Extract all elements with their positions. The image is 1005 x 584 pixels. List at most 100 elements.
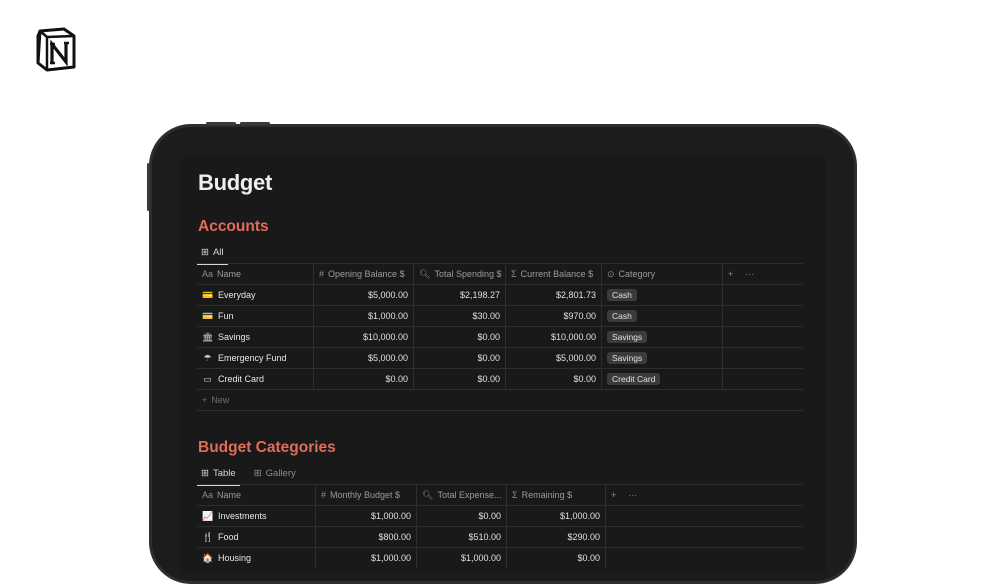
category-cell[interactable]: Cash	[602, 306, 723, 326]
monthly-budget-cell[interactable]: $1,000.00	[316, 548, 417, 568]
empty-cell	[723, 348, 803, 368]
total-spending-cell[interactable]: $0.00	[414, 369, 506, 389]
new-row-button[interactable]: + New	[197, 389, 803, 411]
more-icon[interactable]: ···	[745, 269, 755, 279]
plus-icon: +	[202, 395, 208, 405]
table-row[interactable]: 🍴 Food $800.00 $510.00 $290.00	[197, 526, 803, 547]
search-icon: 🔍︎	[419, 268, 431, 279]
category-icon: 🍴	[202, 531, 214, 542]
column-header-category[interactable]: ⊙ Category	[602, 264, 723, 284]
category-tag: Credit Card	[607, 373, 661, 385]
column-header-name[interactable]: Aa Name	[197, 485, 316, 505]
column-header-total-spending[interactable]: 🔍︎ Total Spending $	[414, 264, 506, 284]
opening-balance-cell[interactable]: $10,000.00	[314, 327, 414, 347]
current-balance-cell[interactable]: $10,000.00	[506, 327, 602, 347]
category-icon: 📈	[202, 510, 214, 521]
table-header: Aa Name # Opening Balance $ 🔍︎ Total Spendi…	[197, 263, 803, 284]
remaining-cell[interactable]: $1,000.00	[507, 506, 606, 526]
status-icon: ⊙	[607, 268, 615, 279]
column-header-remaining[interactable]: Σ Remaining $	[507, 485, 606, 505]
category-tag: Savings	[607, 352, 648, 364]
table-row[interactable]: ☂ Emergency Fund $5,000.00 $0.00 $5,000.00 Sa…	[197, 347, 803, 368]
category-tag: Cash	[607, 289, 637, 301]
accounts-table: Aa Name # Opening Balance $ 🔍︎ Total Spendi…	[197, 263, 803, 411]
progress-cell	[606, 548, 803, 568]
category-cell[interactable]: Savings	[602, 348, 723, 368]
gallery-icon: ⊞	[253, 467, 262, 479]
total-expense-cell[interactable]: $1,000.00	[417, 548, 507, 568]
more-icon[interactable]: ···	[628, 490, 638, 500]
table-row[interactable]: ▭ Credit Card $0.00 $0.00 $0.00 Credit Card	[197, 368, 803, 389]
opening-balance-cell[interactable]: $5,000.00	[314, 348, 414, 368]
add-property-icon[interactable]: +	[728, 269, 734, 279]
row-name[interactable]: 🏛 Savings	[197, 327, 314, 347]
table-header: Aa Name # Monthly Budget $ 🔍︎ Total Expense…	[197, 484, 803, 505]
empty-cell	[723, 306, 803, 326]
opening-balance-cell[interactable]: $0.00	[314, 369, 414, 389]
row-name[interactable]: ▭ Credit Card	[197, 369, 314, 389]
row-name[interactable]: 🍴 Food	[197, 527, 316, 547]
total-spending-cell[interactable]: $0.00	[414, 348, 506, 368]
tab-table[interactable]: ⊞ Table	[197, 463, 240, 486]
budget-categories-rows: 📈 Investments $1,000.00 $0.00 $1,000.00 🍴 Food…	[197, 505, 803, 568]
account-icon: 💳	[202, 289, 214, 300]
column-header-total-expense[interactable]: 🔍︎ Total Expense...	[417, 485, 507, 505]
tablet-button	[206, 122, 236, 125]
category-cell[interactable]: Credit Card	[602, 369, 723, 389]
current-balance-cell[interactable]: $2,801.73	[506, 285, 602, 305]
row-name[interactable]: 💳 Fun	[197, 306, 314, 326]
column-header-current-balance[interactable]: Σ Current Balance $	[506, 264, 602, 284]
column-header-name[interactable]: Aa Name	[197, 264, 314, 284]
empty-cell	[723, 327, 803, 347]
table-row[interactable]: 🏠 Housing $1,000.00 $1,000.00 $0.00	[197, 547, 803, 568]
progress-cell	[606, 506, 803, 526]
account-icon: 💳	[202, 310, 214, 321]
tablet-button	[147, 163, 150, 211]
budget-categories-table: Aa Name # Monthly Budget $ 🔍︎ Total Expense…	[197, 484, 803, 568]
category-cell[interactable]: Savings	[602, 327, 723, 347]
table-row[interactable]: 📈 Investments $1,000.00 $0.00 $1,000.00	[197, 505, 803, 526]
row-name[interactable]: ☂ Emergency Fund	[197, 348, 314, 368]
accounts-title[interactable]: Accounts	[198, 218, 269, 235]
opening-balance-cell[interactable]: $1,000.00	[314, 306, 414, 326]
total-expense-cell[interactable]: $510.00	[417, 527, 507, 547]
current-balance-cell[interactable]: $970.00	[506, 306, 602, 326]
monthly-budget-cell[interactable]: $1,000.00	[316, 506, 417, 526]
account-icon: ▭	[203, 373, 212, 384]
tab-all[interactable]: ⊞ All	[197, 242, 228, 265]
add-property-icon[interactable]: +	[611, 490, 617, 500]
table-row[interactable]: 💳 Fun $1,000.00 $30.00 $970.00 Cash	[197, 305, 803, 326]
row-name[interactable]: 🏠 Housing	[197, 548, 316, 568]
column-actions: + ···	[723, 264, 803, 284]
account-icon: ☂	[203, 352, 212, 363]
search-icon: 🔍︎	[422, 489, 434, 500]
accounts-rows: 💳 Everyday $5,000.00 $2,198.27 $2,801.73 Cash…	[197, 284, 803, 389]
current-balance-cell[interactable]: $0.00	[506, 369, 602, 389]
total-spending-cell[interactable]: $30.00	[414, 306, 506, 326]
empty-cell	[723, 285, 803, 305]
monthly-budget-cell[interactable]: $800.00	[316, 527, 417, 547]
table-row[interactable]: 🏛 Savings $10,000.00 $0.00 $10,000.00 Savings	[197, 326, 803, 347]
row-name[interactable]: 📈 Investments	[197, 506, 316, 526]
notion-logo-icon	[36, 27, 76, 72]
current-balance-cell[interactable]: $5,000.00	[506, 348, 602, 368]
category-cell[interactable]: Cash	[602, 285, 723, 305]
notion-page: Budget Accounts ⊞ All Aa Name # Opening Ba…	[181, 154, 826, 574]
table-icon: ⊞	[201, 467, 209, 479]
total-expense-cell[interactable]: $0.00	[417, 506, 507, 526]
tab-gallery[interactable]: ⊞ Gallery	[253, 467, 296, 479]
opening-balance-cell[interactable]: $5,000.00	[314, 285, 414, 305]
tablet-button	[240, 122, 270, 125]
empty-cell	[723, 369, 803, 389]
column-header-opening-balance[interactable]: # Opening Balance $	[314, 264, 414, 284]
total-spending-cell[interactable]: $2,198.27	[414, 285, 506, 305]
category-icon: 🏠	[202, 552, 214, 563]
remaining-cell[interactable]: $0.00	[507, 548, 606, 568]
column-header-monthly-budget[interactable]: # Monthly Budget $	[316, 485, 417, 505]
remaining-cell[interactable]: $290.00	[507, 527, 606, 547]
total-spending-cell[interactable]: $0.00	[414, 327, 506, 347]
row-name[interactable]: 💳 Everyday	[197, 285, 314, 305]
accounts-view-tabs: ⊞ All	[197, 242, 228, 265]
table-row[interactable]: 💳 Everyday $5,000.00 $2,198.27 $2,801.73 Cash	[197, 284, 803, 305]
budget-categories-title[interactable]: Budget Categories	[198, 439, 336, 456]
